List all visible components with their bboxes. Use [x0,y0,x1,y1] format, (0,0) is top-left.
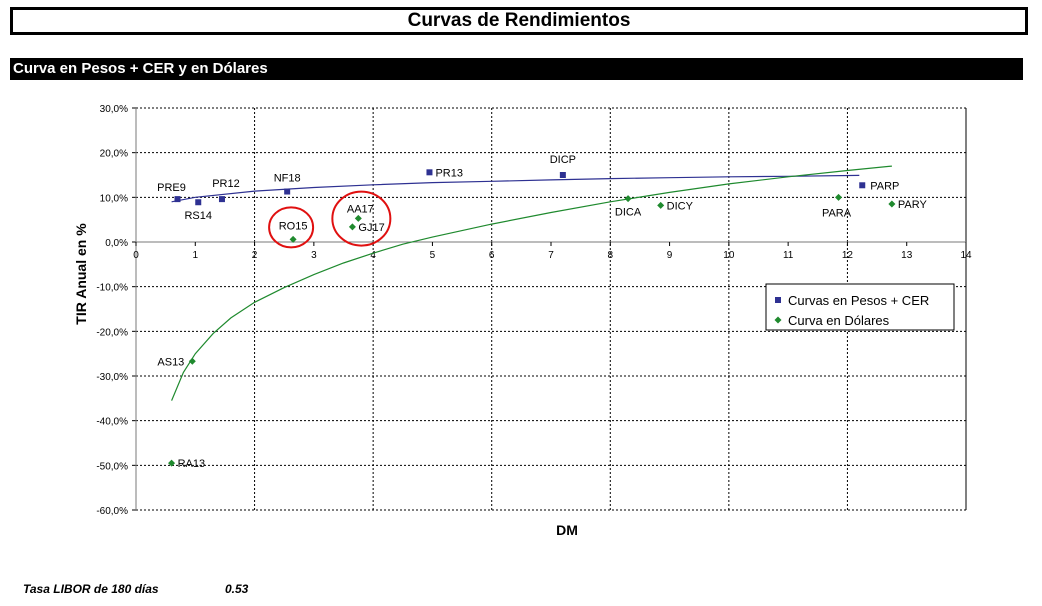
x-tick-label: 1 [193,250,199,261]
point-aa17 [354,214,362,222]
legend-box [765,283,955,331]
point-label-dica: DICA [615,207,642,219]
x-tick-label: 4 [370,250,376,261]
point-pr13 [426,169,433,176]
y-tick-label: -50,0% [96,461,128,472]
legend-marker-1 [775,297,781,303]
x-tick-label: 11 [783,250,794,261]
x-tick-label: 2 [252,250,258,261]
y-tick-label: 0,0% [105,238,128,249]
y-tick-label: 30,0% [100,104,128,115]
point-pre9 [174,196,181,203]
point-pary [888,200,896,208]
x-axis-title: DM [556,522,578,538]
point-as13 [188,357,196,365]
libor-value: 0.53 [225,582,249,596]
highlight-circle-aa17-gj17 [331,190,392,247]
point-label-dicp: DICP [550,154,576,166]
legend-label-1: Curvas en Pesos + CER [788,293,929,308]
point-dicy [657,201,665,209]
legend: Curvas en Pesos + CER Curva en Dólares [765,283,955,331]
y-tick-label: -40,0% [96,417,128,428]
y-tick-label: -10,0% [96,283,128,294]
point-label-nf18: NF18 [274,173,301,185]
trend-line-2 [171,165,892,401]
x-tick-label: 13 [901,250,913,261]
legend-marker-2 [774,316,782,324]
point-label-pre9: PRE9 [157,182,186,194]
trend-lines [171,165,892,401]
libor-label: Tasa LIBOR de 180 días [23,582,159,596]
point-ro15 [289,235,297,243]
point-label-pary: PARY [898,199,928,211]
x-tick-label: 3 [311,250,317,261]
point-para [835,193,843,201]
point-nf18 [284,188,291,195]
section-header: Curva en Pesos + CER y en Dólares [10,58,1023,80]
point-pr12 [218,196,225,203]
x-tick-label: 10 [723,250,735,261]
point-label-ra13: RA13 [178,458,206,470]
point-label-para: PARA [822,207,852,219]
y-axis-title: TIR Anual en % [73,223,89,325]
x-tick-label: 12 [842,250,854,261]
point-label-parp: PARP [870,180,899,192]
point-label-pr12: PR12 [212,178,240,190]
x-tick-label: 8 [608,250,614,261]
point-gj17 [348,223,356,231]
point-label-ro15: RO15 [279,220,308,232]
x-tick-label: 6 [489,250,495,261]
point-label-gj17: GJ17 [358,222,384,234]
y-tick-label: 10,0% [100,193,128,204]
data-points: PRE9 RS14 PR12 NF18 PR13 DICP PARP RA13 AS13 RO15… [157,154,927,470]
point-label-dicy: DICY [667,200,694,212]
x-tick-label: 9 [667,250,673,261]
point-label-pr13: PR13 [435,167,463,179]
y-tick-label: -30,0% [96,372,128,383]
y-tick-label: 20,0% [100,149,128,160]
y-tick-label: -20,0% [96,327,128,338]
point-dica [624,195,632,203]
point-label-rs14: RS14 [184,210,212,222]
legend-label-2: Curva en Dólares [788,313,890,328]
x-tick-label: 14 [960,250,972,261]
x-tick-label: 7 [548,250,554,261]
y-tick-label: -60,0% [96,506,128,517]
x-tick-label: 5 [430,250,436,261]
point-label-aa17: AA17 [347,203,374,215]
x-tick-label: 0 [133,250,139,261]
point-ra13 [168,459,176,467]
point-label-as13: AS13 [157,356,184,368]
point-rs14 [195,199,202,206]
trend-line-1 [171,174,860,203]
highlight-circle-ro15 [268,206,315,249]
point-dicp [559,172,566,178]
axes: 30,0% 20,0% 10,0% 0,0% -10,0% -20,0% -30,0% -40… [96,104,972,517]
highlight-circles [268,190,392,249]
page-title: Curvas de Rendimientos [10,7,1028,35]
point-parp [859,182,866,189]
yield-curve-chart: 30,0% 20,0% 10,0% 0,0% -10,0% -20,0% -30,0% -40… [73,104,972,538]
